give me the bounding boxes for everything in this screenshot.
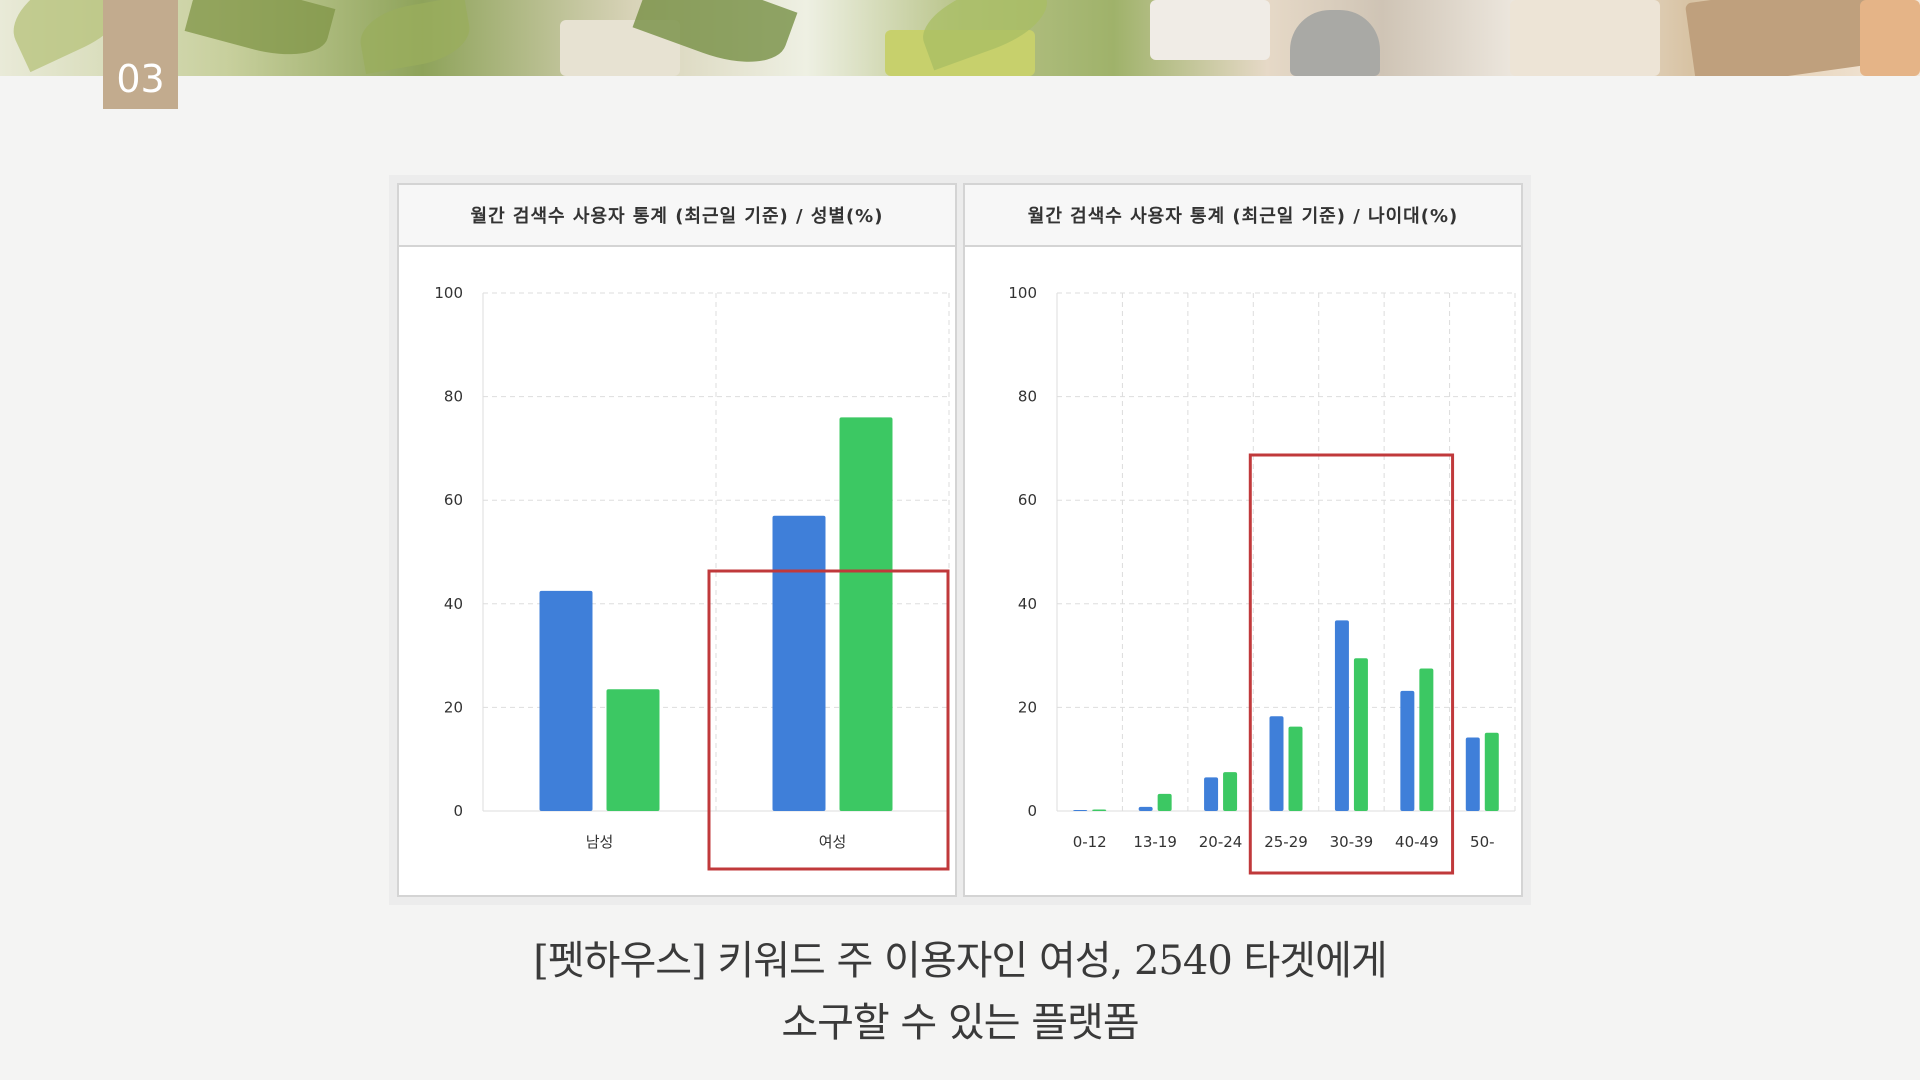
slide-number: 03: [116, 57, 165, 101]
bar-blue-남성: [539, 590, 593, 811]
bar-green-25-29: [1288, 726, 1303, 811]
gender-chart: 0 20 40 60 80 100 남성 여성: [434, 284, 950, 871]
y-tick-label: 80: [1018, 388, 1037, 406]
age-chart-title: 월간 검색수 사용자 통계 (최근일 기준) / 나이대(%): [965, 185, 1521, 247]
age-chart-panel: 월간 검색수 사용자 통계 (최근일 기준) / 나이대(%) 0 20 40 60 8…: [963, 183, 1523, 897]
y-tick-label: 20: [1018, 698, 1037, 716]
gender-chart-title: 월간 검색수 사용자 통계 (최근일 기준) / 성별(%): [399, 185, 955, 247]
x-tick-label: 25-29: [1264, 833, 1308, 851]
bar-blue-25-29: [1269, 716, 1284, 811]
bar-green-남성: [606, 689, 660, 811]
bar-green-20-24: [1223, 772, 1238, 811]
header-banner-image: [0, 0, 1920, 76]
caption-line-1: [펫하우스] 키워드 주 이용자인 여성, 2540 타겟에게: [533, 938, 1387, 984]
x-tick-label: 20-24: [1199, 833, 1243, 851]
bar-green-30-39: [1353, 658, 1368, 811]
x-tick-label: 여성: [819, 833, 847, 851]
gender-chart-panel: 월간 검색수 사용자 통계 (최근일 기준) / 성별(%) 0 20 40 60 80…: [397, 183, 957, 897]
y-tick-label: 100: [434, 284, 463, 302]
y-tick-label: 40: [1018, 595, 1037, 613]
bar-green-0-12: [1092, 809, 1107, 811]
x-tick-label: 남성: [586, 833, 614, 851]
y-tick-label: 60: [444, 491, 463, 509]
age-chart: 0 20 40 60 80 100 0-12 13-19 20-24 25-29 30-39 40-4…: [1008, 284, 1516, 875]
bar-green-여성: [839, 417, 893, 811]
y-tick-label: 60: [1018, 491, 1037, 509]
highlight-box: [1248, 453, 1455, 875]
caption-line-2: 소구할 수 있는 플랫폼: [781, 1000, 1139, 1046]
x-tick-label: 0-12: [1073, 833, 1107, 851]
x-tick-label: 40-49: [1395, 833, 1439, 851]
x-tick-label: 13-19: [1133, 833, 1177, 851]
chart-figure: 월간 검색수 사용자 통계 (최근일 기준) / 성별(%) 0 20 40 60 80…: [389, 175, 1531, 905]
y-tick-label: 80: [444, 388, 463, 406]
y-tick-label: 20: [444, 698, 463, 716]
y-tick-label: 0: [1027, 802, 1037, 820]
bar-green-13-19: [1157, 793, 1172, 811]
y-tick-label: 0: [453, 802, 463, 820]
x-tick-label: 30-39: [1330, 833, 1374, 851]
y-tick-label: 40: [444, 595, 463, 613]
y-tick-label: 100: [1008, 284, 1037, 302]
bar-blue-30-39: [1334, 620, 1349, 811]
bar-blue-0-12: [1073, 809, 1088, 811]
bar-blue-40-49: [1400, 690, 1415, 811]
x-tick-label: 50-: [1470, 833, 1495, 851]
bar-blue-50-: [1465, 737, 1480, 811]
bar-green-50-: [1484, 732, 1499, 811]
bar-green-40-49: [1419, 668, 1434, 811]
bar-blue-13-19: [1138, 806, 1153, 811]
bar-blue-20-24: [1204, 777, 1219, 811]
bar-blue-여성: [772, 515, 826, 811]
slide-number-badge: 03: [103, 0, 178, 109]
highlight-box: [707, 569, 950, 871]
